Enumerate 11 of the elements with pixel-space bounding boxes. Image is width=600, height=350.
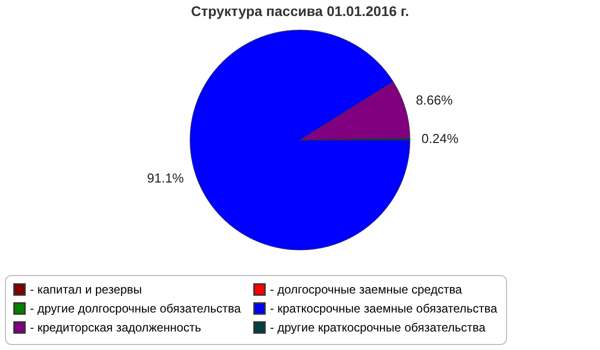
legend-label: - кредиторская задолженность bbox=[30, 320, 202, 334]
legend-label: - другие долгосрочные обязательства bbox=[30, 302, 242, 316]
legend-label: - капитал и резервы bbox=[30, 282, 142, 297]
legend-label: - другие краткосрочные обязательства bbox=[270, 320, 486, 334]
chart-title: Структура пассива 01.01.2016 г. bbox=[191, 3, 409, 19]
legend-label: - долгосрочные заемные средства bbox=[270, 282, 462, 297]
pie-slice bbox=[190, 30, 410, 250]
legend-label: - краткосрочные заемные обязательства bbox=[270, 302, 498, 316]
data-label: 8.66% bbox=[416, 92, 454, 108]
data-label: 91.1% bbox=[147, 170, 184, 186]
data-label: 0.24% bbox=[422, 130, 459, 146]
